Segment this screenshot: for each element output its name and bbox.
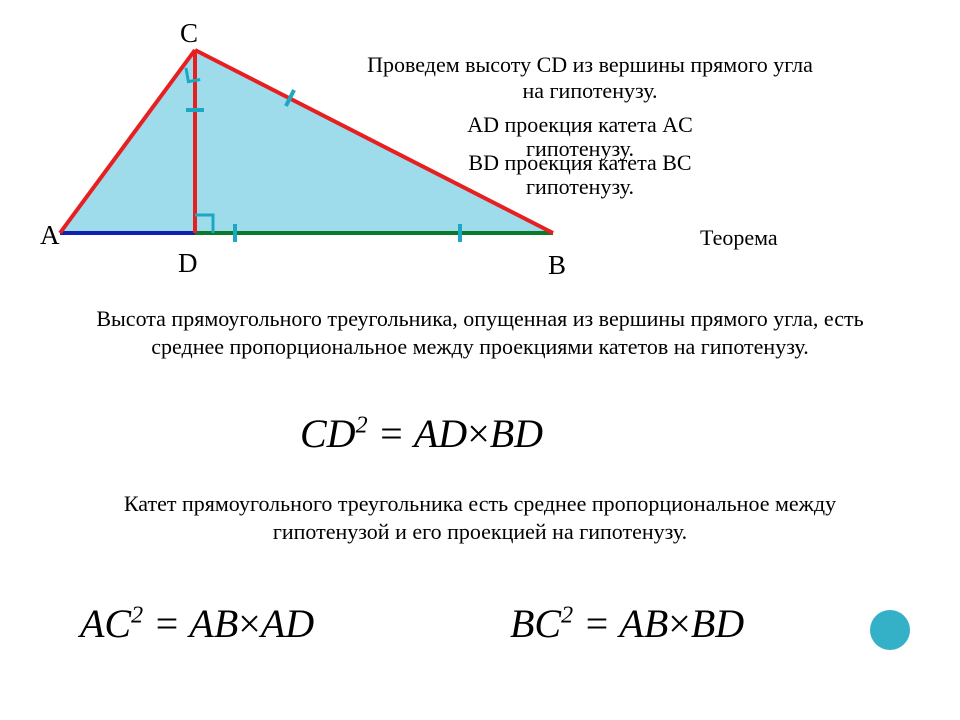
theorem-label: Теорема — [700, 225, 778, 251]
vertex-b: B — [548, 250, 566, 281]
formula-ac: AC2 = AB×AD — [80, 600, 314, 647]
f1-times: × — [467, 411, 490, 456]
ad-projection: AD проекция катета AC — [370, 112, 790, 138]
f1-r2: BD — [490, 411, 543, 456]
vertex-a: A — [40, 220, 60, 251]
formula-bc: BC2 = AB×BD — [510, 600, 744, 647]
f2-sup: 2 — [131, 603, 143, 629]
f3-times: × — [668, 601, 691, 646]
bd-projection: BD проекция катета BC — [370, 150, 790, 176]
intro-line-1b: на гипотенузу. — [310, 78, 870, 104]
vertex-c: C — [180, 18, 198, 49]
formula-cd: CD2 = AD×BD — [300, 410, 543, 457]
f1-r1: AD — [414, 411, 467, 456]
intro-line-1: Проведем высоту CD из вершины прямого уг… — [310, 52, 870, 78]
f3-sup: 2 — [561, 603, 573, 629]
f2-lhs: AC — [80, 601, 131, 646]
vertex-d: D — [178, 248, 198, 279]
f2-r1: AB — [189, 601, 238, 646]
accent-circle-icon — [870, 610, 910, 650]
f1-sup: 2 — [356, 413, 368, 439]
f2-r2: AD — [261, 601, 314, 646]
f3-r1: AB — [619, 601, 668, 646]
f2-eq: = — [143, 601, 189, 646]
f3-lhs: BC — [510, 601, 561, 646]
f1-lhs: CD — [300, 411, 356, 456]
f3-eq: = — [573, 601, 619, 646]
f1-eq: = — [368, 411, 414, 456]
f3-r2: BD — [691, 601, 744, 646]
bd-projection-b: гипотенузу. — [370, 174, 790, 200]
theorem-paragraph-2: Катет прямоугольного треугольника есть с… — [110, 490, 850, 545]
theorem-paragraph-1: Высота прямоугольного треугольника, опущ… — [70, 305, 890, 360]
f2-times: × — [238, 601, 261, 646]
